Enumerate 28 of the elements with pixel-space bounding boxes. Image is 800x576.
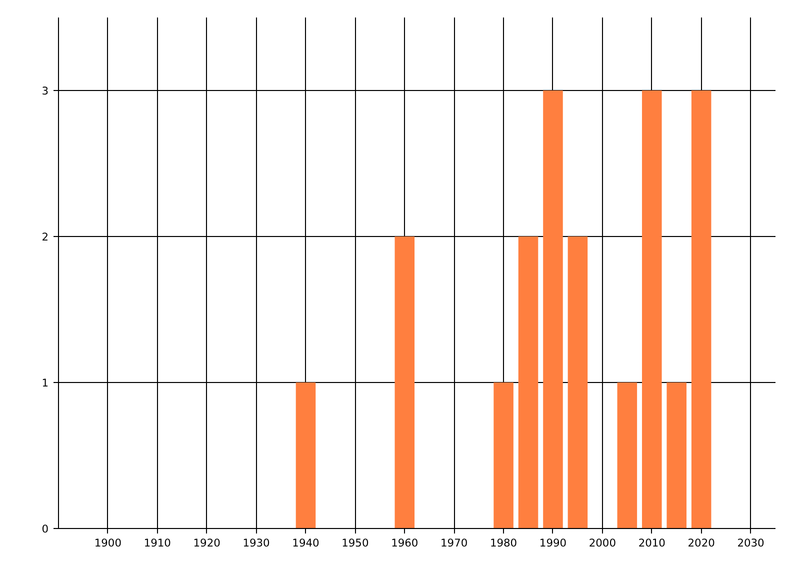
x-tick-label: 2000 <box>588 536 616 550</box>
bar <box>543 90 563 528</box>
x-tick-label: 2030 <box>737 536 765 550</box>
x-tick-label: 1970 <box>440 536 468 550</box>
y-tick-label: 2 <box>42 230 48 244</box>
bar <box>296 382 316 528</box>
bar <box>518 236 538 528</box>
bar <box>494 382 514 528</box>
y-tick-label: 1 <box>42 376 48 390</box>
x-tick-label: 1960 <box>391 536 418 550</box>
y-tick-label: 0 <box>42 522 49 536</box>
x-tick-label: 1940 <box>292 536 320 550</box>
bar <box>691 90 712 528</box>
bar <box>394 236 415 528</box>
bar <box>642 90 662 528</box>
bar <box>568 236 588 528</box>
bar <box>666 382 686 528</box>
x-tick-label: 1900 <box>94 536 122 550</box>
x-tick-label: 1980 <box>490 536 518 550</box>
x-tick-label: 1990 <box>539 536 567 550</box>
x-tick-label: 2020 <box>688 536 716 550</box>
x-tick-label: 2010 <box>638 536 666 550</box>
bar <box>617 382 638 528</box>
y-tick-label: 3 <box>42 84 48 98</box>
x-tick-label: 1950 <box>342 536 369 550</box>
x-tick-label: 1910 <box>144 536 172 550</box>
x-tick-label: 1930 <box>242 536 270 550</box>
x-tick-label: 1920 <box>193 536 221 550</box>
